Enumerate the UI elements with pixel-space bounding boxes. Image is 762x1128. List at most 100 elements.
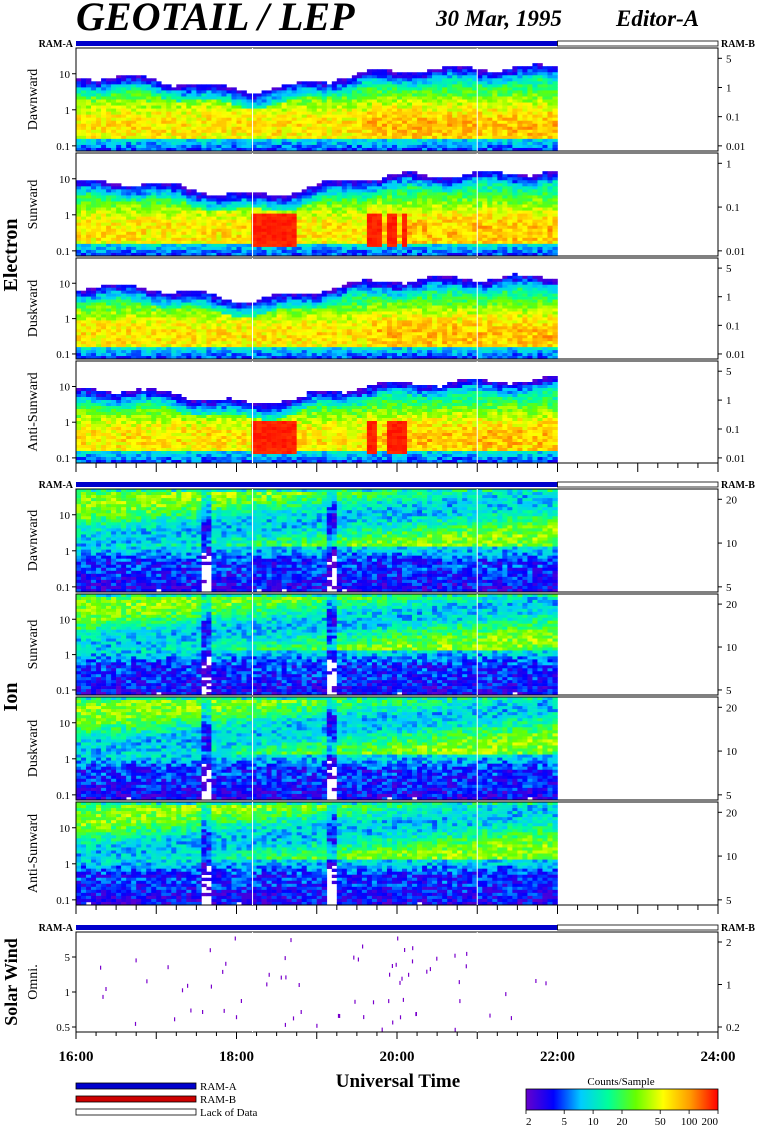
spectrogram-cell (106, 220, 111, 223)
spectrogram-cell (347, 214, 352, 217)
spectrogram-cell (156, 208, 161, 211)
spectrogram-cell (497, 124, 502, 127)
spectrogram-cell (297, 226, 302, 229)
spectrogram-cell (267, 195, 272, 198)
spectrogram-cell (442, 214, 447, 217)
spectrogram-cell (86, 329, 91, 332)
spectrogram-cell (482, 220, 487, 223)
spectrogram-cell (542, 244, 547, 247)
spectrogram-cell (497, 226, 502, 229)
spectrogram-cell (492, 183, 497, 186)
spectrogram-cell (322, 183, 327, 186)
spectrogram-cell (126, 291, 131, 294)
spectrogram-cell (387, 247, 392, 250)
spectrogram-cell (292, 238, 297, 241)
spectrogram-cell (116, 335, 121, 338)
spectrogram-cell (86, 100, 91, 103)
spectrogram-cell (447, 81, 452, 84)
spectrogram-cell (302, 127, 307, 130)
spectrogram-cell (206, 109, 211, 112)
spectrogram-cell (417, 244, 422, 247)
spectrogram-cell (497, 139, 502, 142)
spectrogram-cell (417, 186, 422, 189)
spectrogram-cell (106, 130, 111, 133)
spectrogram-cell (502, 81, 507, 84)
spectrogram-cell (76, 142, 81, 145)
spectrogram-cell (432, 238, 437, 241)
spectrogram-cell (377, 241, 382, 244)
spectrogram-cell (302, 93, 307, 96)
spectrogram-cell (126, 247, 131, 250)
spectrogram-cell (201, 208, 206, 211)
spectrogram-cell (367, 136, 372, 139)
spectrogram-cell (121, 115, 126, 118)
spectrogram-cell (467, 208, 472, 211)
spectrogram-cell (527, 229, 532, 232)
spectrogram-cell (377, 133, 382, 136)
spectrogram-cell (437, 100, 442, 103)
spectrogram-cell (467, 75, 472, 78)
spectrogram-cell (176, 139, 181, 142)
spectrogram-cell (101, 341, 106, 344)
spectrogram-cell (81, 192, 86, 195)
spectrogram-cell (201, 121, 206, 124)
spectrogram-cell (467, 106, 472, 109)
spectrogram-cell (101, 211, 106, 214)
spectrogram-cell (542, 235, 547, 238)
spectrogram-cell (96, 309, 101, 312)
left-tick-label: 0.1 (56, 141, 70, 153)
spectrogram-cell (121, 338, 126, 341)
spectrogram-cell (552, 192, 557, 195)
spectrogram-cell (432, 180, 437, 183)
spectrogram-cell (337, 121, 342, 124)
spectrogram-cell (362, 192, 367, 195)
spectrogram-cell (362, 121, 367, 124)
spectrogram-cell (432, 211, 437, 214)
spectrogram-cell (131, 226, 136, 229)
spectrogram-cell (101, 241, 106, 244)
spectrogram-cell (292, 229, 297, 232)
spectrogram-cell (292, 93, 297, 96)
spectrogram-cell (447, 90, 452, 93)
spectrogram-cell (101, 93, 106, 96)
spectrogram-cell (497, 121, 502, 124)
spectrogram-cell (457, 81, 462, 84)
spectrogram-cell (427, 211, 432, 214)
spectrogram-cell (377, 139, 382, 142)
spectrogram-cell (482, 192, 487, 195)
spectrogram-cell (221, 220, 226, 223)
spectrogram-cell (502, 195, 507, 198)
spectrogram-cell (201, 84, 206, 87)
spectrogram-cell (272, 229, 277, 232)
spectrogram-cell (462, 118, 467, 121)
spectrogram-cell (552, 139, 557, 142)
spectrogram-cell (387, 75, 392, 78)
spectrogram-cell (76, 121, 81, 124)
spectrogram-cell (272, 226, 277, 229)
spectrogram-cell (106, 238, 111, 241)
spectrogram-cell (482, 81, 487, 84)
spectrogram-cell (332, 106, 337, 109)
spectrogram-cell (277, 244, 282, 247)
spectrogram-cell (467, 232, 472, 235)
spectrogram-cell (547, 180, 552, 183)
spectrogram-cell (502, 174, 507, 177)
spectrogram-cell (146, 96, 151, 99)
spectrogram-cell (317, 118, 322, 121)
spectrogram-cell (422, 93, 427, 96)
spectrogram-cell (447, 133, 452, 136)
spectrogram-cell (492, 238, 497, 241)
spectrogram-cell (181, 87, 186, 90)
spectrogram-cell (457, 118, 462, 121)
spectrogram-cell (412, 180, 417, 183)
spectrogram-cell (226, 241, 231, 244)
spectrogram-cell (377, 244, 382, 247)
spectrogram-cell (116, 317, 121, 320)
spectrogram-cell (357, 118, 362, 121)
spectrogram-cell (322, 115, 327, 118)
spectrogram-cell (487, 171, 492, 174)
spectrogram-cell (166, 220, 171, 223)
spectrogram-cell (542, 121, 547, 124)
spectrogram-cell (457, 130, 462, 133)
spectrogram-cell (347, 106, 352, 109)
